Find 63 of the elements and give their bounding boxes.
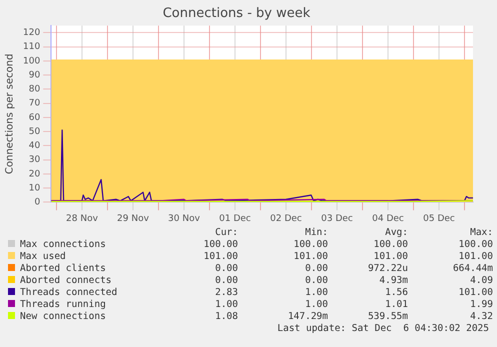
text: 147.29m xyxy=(286,311,328,323)
legend-label: Aborted clients xyxy=(19,263,107,275)
x-tick-label: 29 Nov xyxy=(117,214,150,224)
text: Last update: Sat Dec 6 04:30:02 2025 xyxy=(276,323,489,335)
y-tick-label: 30 xyxy=(28,155,40,166)
text: 664.44m xyxy=(452,263,493,275)
text: 100.00 xyxy=(292,239,328,251)
text: 1.08 xyxy=(214,311,238,323)
chart-title: Connections - by week xyxy=(162,6,311,22)
text: 101.00 xyxy=(292,251,328,263)
x-tick-label: 05 Dec xyxy=(423,214,455,224)
text: 1.00 xyxy=(214,299,238,311)
y-tick-label: 40 xyxy=(28,141,40,152)
text: Max: xyxy=(469,227,493,239)
legend-label: Threads connected xyxy=(19,287,118,299)
y-tick-label: 120 xyxy=(22,28,40,38)
text: 1.00 xyxy=(304,287,328,299)
text: 1.99 xyxy=(469,299,493,311)
x-tick-label: 04 Dec xyxy=(372,214,404,224)
x-tick-label: 02 Dec xyxy=(270,214,302,224)
text: 2.83 xyxy=(214,287,238,299)
y-tick-label: 20 xyxy=(28,169,40,180)
text: 101.00 xyxy=(458,251,493,263)
text: Avg: xyxy=(384,227,408,239)
y-axis-title: Connections per second xyxy=(4,54,16,174)
text: 101.00 xyxy=(458,287,493,299)
text: 0.00 xyxy=(304,263,328,275)
text: 4.09 xyxy=(469,275,493,287)
y-tick-label: 0 xyxy=(34,198,40,208)
text: 4.93m xyxy=(378,275,408,287)
x-tick-label: 01 Dec xyxy=(219,214,251,224)
text: 972.22u xyxy=(366,263,408,275)
legend-label: Max connections xyxy=(19,239,107,251)
y-tick-label: 70 xyxy=(28,98,40,109)
y-tick-label: 110 xyxy=(22,42,40,52)
text: 101.00 xyxy=(202,251,238,263)
text: 1.56 xyxy=(384,287,408,299)
text: 4.32 xyxy=(469,311,493,323)
text: 1.01 xyxy=(384,299,408,311)
text: 0.00 xyxy=(214,263,238,275)
legend-label: New connections xyxy=(19,311,107,323)
text: 100.00 xyxy=(202,239,238,251)
x-tick-label: 28 Nov xyxy=(66,214,99,224)
text: 0.00 xyxy=(214,275,238,287)
text: 1.00 xyxy=(304,299,328,311)
legend-label: Threads running xyxy=(19,299,107,311)
text: 0.00 xyxy=(304,275,328,287)
y-tick-label: 50 xyxy=(28,126,40,137)
x-tick-label: 30 Nov xyxy=(168,214,201,224)
x-tick-label: 03 Dec xyxy=(321,214,353,224)
text: 539.55m xyxy=(366,311,408,323)
y-tick-label: 90 xyxy=(28,70,40,80)
y-tick-label: 60 xyxy=(28,112,40,123)
text: Cur: xyxy=(214,227,238,239)
text: 100.00 xyxy=(372,239,408,251)
text: 100.00 xyxy=(458,239,493,251)
text: Min: xyxy=(304,227,328,239)
legend-label: Max used xyxy=(19,251,67,263)
y-tick-label: 10 xyxy=(28,183,40,194)
legend-label: Aborted connects xyxy=(19,275,113,287)
y-tick-label: 80 xyxy=(28,84,40,95)
y-tick-label: 100 xyxy=(22,56,40,66)
text: 101.00 xyxy=(372,251,408,263)
